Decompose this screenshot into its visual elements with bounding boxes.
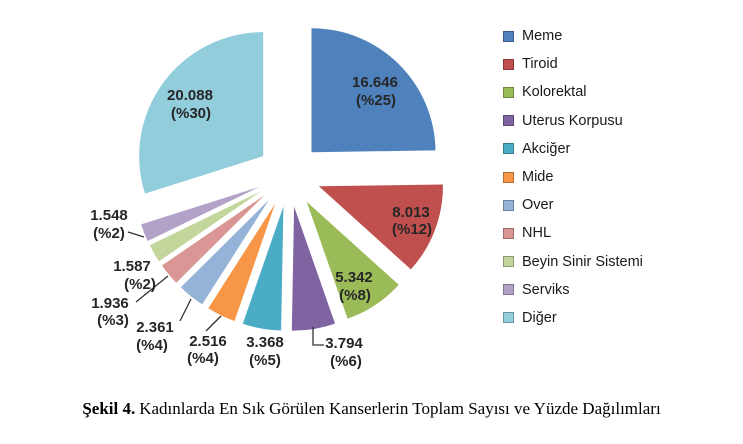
slice-pct-label-akciğer: (%5) <box>249 352 281 369</box>
legend-item-label: Uterus Korpusu <box>522 112 623 129</box>
legend-item-label: Meme <box>522 28 563 45</box>
slice-value-label-beyin-sinir-sistemi: 1.587 <box>113 258 151 275</box>
legend-item-label: Tiroid <box>522 56 558 73</box>
legend-item-label: Beyin Sinir Sistemi <box>522 253 643 270</box>
slice-pct-label-nhl: (%3) <box>97 312 129 329</box>
legend-item-beyin-sinir-sistemi: Beyin Sinir Sistemi <box>503 248 643 276</box>
slice-value-label-over: 2.361 <box>136 319 174 336</box>
pie-slice-serviks <box>141 186 260 241</box>
legend-swatch-icon <box>503 115 514 127</box>
pie-slice-akciğer <box>242 206 284 331</box>
leader-line-over <box>179 298 192 322</box>
legend-item-label: Mide <box>522 169 554 186</box>
pie-slice-tiroid <box>318 184 443 270</box>
slice-value-label-uterus-korpusu: 3.794 <box>325 335 363 352</box>
legend-item-label: Akciğer <box>522 140 571 157</box>
pie-chart: 16.646(%25) 8.013(%12) 5.342(%8) 3.794(%6) 3… <box>90 28 443 370</box>
legend-swatch-icon <box>503 199 514 211</box>
legend-swatch-icon <box>503 143 514 155</box>
slice-value-label-akciğer: 3.368 <box>246 334 284 351</box>
legend-item-uterus-korpusu: Uterus Korpusu <box>503 107 643 135</box>
slice-pct-label-over: (%4) <box>136 337 168 354</box>
slice-value-label-tiroid: 8.013 <box>392 204 430 221</box>
figure-caption-text: Kadınlarda En Sık Görülen Kanserlerin To… <box>139 399 661 418</box>
legend-item-label: Over <box>522 197 554 214</box>
legend-swatch-icon <box>503 86 514 98</box>
pie-slice-diğer <box>139 32 264 194</box>
slice-pct-label-kolorektal: (%8) <box>339 287 371 304</box>
legend-item-diğer: Diğer <box>503 304 643 332</box>
figure-caption: Şekil 4. Kadınlarda En Sık Görülen Kanser… <box>0 399 743 419</box>
slice-pct-label-mide: (%4) <box>187 350 219 367</box>
legend-item-nhl: NHL <box>503 219 643 247</box>
legend-swatch-icon <box>503 58 514 70</box>
legend-item-tiroid: Tiroid <box>503 50 643 78</box>
legend-swatch-icon <box>503 312 514 324</box>
legend-item-akciğer: Akciğer <box>503 135 643 163</box>
legend-swatch-icon <box>503 256 514 268</box>
legend-swatch-icon <box>503 171 514 183</box>
slice-value-label-serviks: 1.548 <box>90 207 128 224</box>
legend-item-label: NHL <box>522 225 552 242</box>
slice-value-label-meme: 16.646 <box>352 74 398 91</box>
pie-slice-nhl <box>162 195 265 283</box>
slice-value-label-nhl: 1.936 <box>91 295 129 312</box>
legend-item-label: Diğer <box>522 309 557 326</box>
legend-item-serviks: Serviks <box>503 276 643 304</box>
slice-pct-label-meme: (%25) <box>356 92 396 109</box>
legend-swatch-icon <box>503 30 514 42</box>
slice-pct-label-diğer: (%30) <box>171 105 211 122</box>
pie-slice-meme <box>311 28 436 153</box>
pie-slice-beyin-sinir-sistemi <box>149 191 262 262</box>
slice-pct-label-tiroid: (%12) <box>392 221 432 238</box>
legend-item-mide: Mide <box>503 163 643 191</box>
legend-swatch-icon <box>503 227 514 239</box>
leader-line-mide <box>205 315 222 332</box>
legend-item-kolorektal: Kolorektal <box>503 78 643 106</box>
pie-slice-mide <box>208 203 276 321</box>
legend-item-label: Kolorektal <box>522 84 587 101</box>
pie-slice-kolorektal <box>306 201 399 319</box>
leader-line-nhl <box>135 275 169 303</box>
slice-pct-label-beyin-sinir-sistemi: (%2) <box>124 276 156 293</box>
figure-caption-label: Şekil 4. <box>82 399 136 418</box>
slice-value-label-diğer: 20.088 <box>167 87 213 104</box>
chart-legend: Meme Tiroid Kolorektal Uterus Korpusu Akciğe… <box>503 22 643 332</box>
leader-line-uterus-korpusu <box>312 327 324 346</box>
slice-pct-label-serviks: (%2) <box>93 225 125 242</box>
pie-slice-over <box>180 199 269 305</box>
slice-pct-label-uterus-korpusu: (%6) <box>330 353 362 370</box>
legend-item-label: Serviks <box>522 281 570 298</box>
legend-item-over: Over <box>503 191 643 219</box>
slice-value-label-mide: 2.516 <box>189 333 227 350</box>
pie-slice-uterus-korpusu <box>291 206 335 331</box>
legend-swatch-icon <box>503 284 514 296</box>
leader-line-serviks <box>127 231 145 238</box>
legend-item-meme: Meme <box>503 22 643 50</box>
slice-value-label-kolorektal: 5.342 <box>335 269 373 286</box>
